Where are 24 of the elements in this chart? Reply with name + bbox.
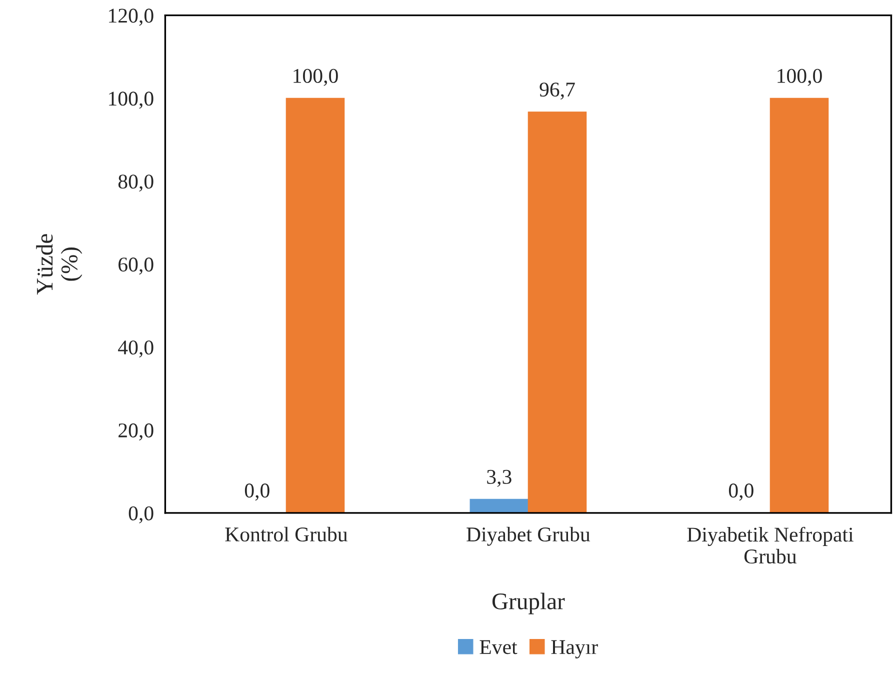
legend-label: Evet (480, 640, 518, 654)
y-tick-label: 100,0 (109, 92, 154, 109)
bar (528, 112, 587, 513)
y-tick-label: 0,0 (128, 506, 154, 524)
data-label: 96,7 (540, 82, 575, 100)
x-tick-label: Kontrol Grubu (225, 526, 348, 542)
y-tick-label: 20,0 (118, 423, 154, 440)
data-label: 3,3 (487, 470, 512, 487)
data-label: 0,0 (244, 484, 270, 501)
x-tick-label: Diyabet Grubu (466, 526, 590, 546)
legend-label: Hayır (551, 640, 598, 658)
x-axis-title: Gruplar (492, 592, 565, 614)
x-tick-label: Diyabetik Nefropati Grubu (687, 526, 854, 564)
bar (470, 498, 529, 513)
bar (286, 98, 345, 513)
data-label: 0,0 (728, 484, 754, 501)
bar (770, 98, 829, 513)
y-tick-label: 60,0 (118, 258, 154, 275)
y-axis-title: Yüzde (%) (36, 234, 82, 295)
y-tick-label: 40,0 (118, 340, 154, 358)
data-label: 100,0 (294, 68, 338, 86)
y-tick-label: 80,0 (118, 174, 154, 192)
data-label: 100,0 (778, 68, 822, 86)
y-tick-label: 120,0 (109, 8, 154, 26)
